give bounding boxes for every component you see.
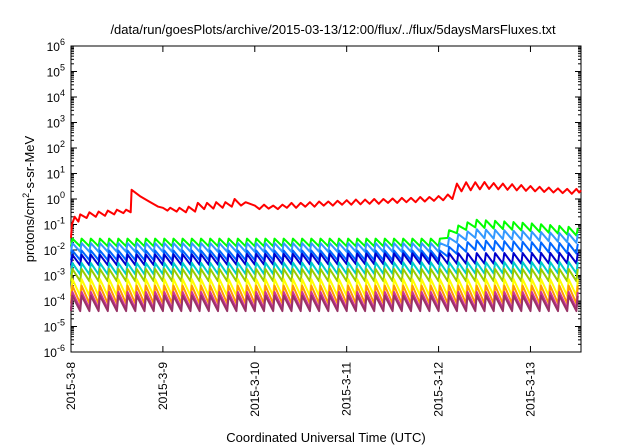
x-tick-label: 2015-3-12 (432, 362, 446, 417)
y-axis-label: protons/cm2-s-sr-MeV (21, 135, 37, 262)
y-tick-label: 106 (47, 37, 65, 54)
y-tick-label: 102 (47, 139, 65, 156)
series-line-6 (70, 268, 579, 283)
y-axis-label-main: protons/cm (22, 198, 37, 262)
y-axis-label-sup: 2 (21, 193, 31, 198)
y-tick-label: 104 (47, 88, 65, 105)
y-tick-label: 10-5 (44, 318, 65, 335)
chart-title: /data/run/goesPlots/archive/2015-03-13/1… (110, 22, 556, 37)
x-axis-ticks: 2015-3-8 2015-3-9 2015-3-10 2015-3-11 2015-3… (64, 46, 537, 417)
y-tick-label: 10-2 (44, 241, 65, 258)
y-tick-label: 100 (47, 190, 65, 207)
series-line-0 (70, 181, 582, 238)
x-tick-label: 2015-3-13 (523, 362, 537, 417)
y-axis-label-rest: -s-sr-MeV (22, 135, 37, 192)
y-tick-label: 103 (47, 114, 65, 131)
series-line-2 (70, 228, 579, 253)
y-tick-label: 10-1 (44, 216, 65, 233)
series-layer (70, 181, 582, 313)
x-tick-label: 2015-3-9 (156, 362, 170, 410)
y-axis-ticks: 10-6 10-5 10-4 10-3 10-2 10-1 100 101 102 103 104 1… (44, 37, 581, 360)
series-line-4 (70, 251, 579, 267)
x-tick-label: 2015-3-10 (248, 362, 262, 417)
y-tick-label: 105 (47, 63, 65, 80)
series-line-10 (70, 294, 579, 313)
series-line-1 (70, 218, 579, 248)
x-tick-label: 2015-3-8 (64, 362, 78, 410)
y-tick-label: 10-4 (44, 292, 65, 309)
y-tick-label: 101 (47, 165, 65, 182)
x-axis-label: Coordinated Universal Time (UTC) (226, 430, 425, 445)
y-tick-label: 10-6 (44, 343, 65, 360)
y-tick-label: 10-3 (44, 267, 65, 284)
x-tick-label: 2015-3-11 (340, 362, 354, 416)
